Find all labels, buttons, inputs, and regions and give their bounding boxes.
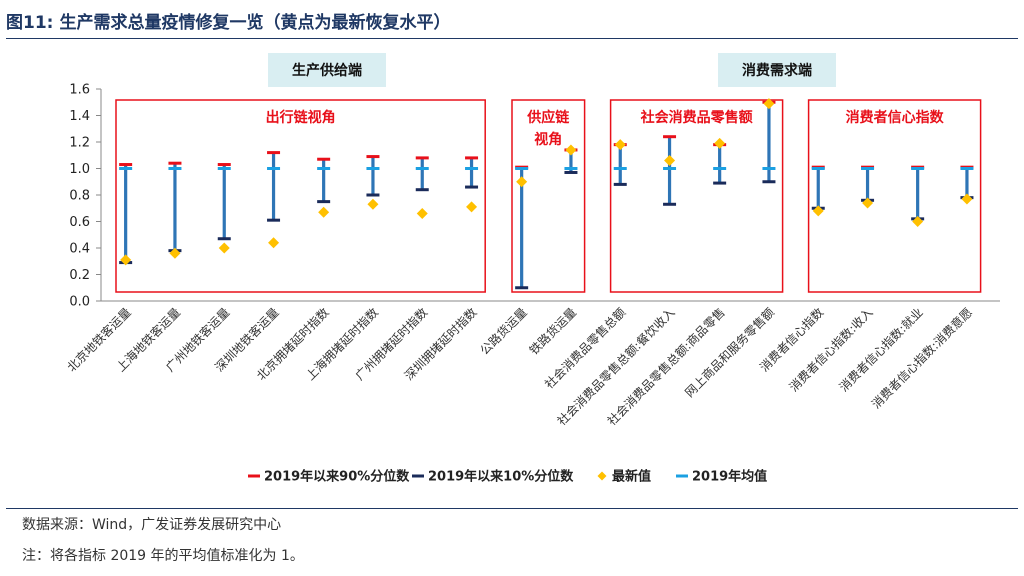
latest-point xyxy=(664,155,676,167)
legend: 2019年以来90%分位数 2019年以来10%分位数 最新值 2019年均值 xyxy=(248,469,767,485)
legend-label: 2019年以来10%分位数 xyxy=(428,469,574,485)
footer-divider xyxy=(6,508,1018,509)
group-label-line2: 视角 xyxy=(534,131,562,148)
y-tick-label: 1.6 xyxy=(69,83,90,98)
latest-point xyxy=(466,201,478,213)
y-tick-label: 0.4 xyxy=(69,242,90,257)
x-tick-label: 公路货运量 xyxy=(477,305,530,358)
latest-point xyxy=(218,242,230,254)
y-tick-label: 0.2 xyxy=(69,268,90,283)
y-tick-label: 0.0 xyxy=(69,295,90,310)
footnote: 注：将各指标 2019 年的平均值标准化为 1。 xyxy=(22,548,304,564)
y-tick-label: 0.6 xyxy=(69,215,90,230)
latest-point xyxy=(912,216,924,227)
latest-point xyxy=(318,206,330,218)
latest-point xyxy=(862,197,874,209)
x-tick-label: 消费者信心指数:消费意愿 xyxy=(868,305,975,412)
section-headers: 生产供给端 消费需求端 xyxy=(268,53,836,87)
latest-point xyxy=(763,98,775,110)
x-tick-label: 网上商品和服务零售额 xyxy=(682,305,777,400)
legend-label: 最新值 xyxy=(612,469,651,485)
group-label: 社会消费品零售额 xyxy=(640,109,753,126)
group-label: 消费者信心指数 xyxy=(846,109,945,126)
group-box xyxy=(609,99,784,293)
group-box xyxy=(807,99,982,293)
range-chart: 生产供给端 消费需求端 0.00.20.40.60.81.01.21.41.6 … xyxy=(64,53,1000,485)
figure-number: 图11: xyxy=(6,13,54,33)
x-tick-label: 消费者信心指数:就业 xyxy=(836,305,926,395)
supply-header-box xyxy=(268,53,386,87)
legend-label: 2019年以来90%分位数 xyxy=(264,469,410,485)
group-box xyxy=(511,99,586,293)
latest-point xyxy=(516,176,528,188)
group-label: 出行链视角 xyxy=(266,109,336,126)
latest-point xyxy=(812,205,824,217)
group-label: 供应链 xyxy=(526,109,570,126)
y-tick-label: 1.4 xyxy=(69,109,90,124)
latest-point xyxy=(367,198,379,210)
latest-point xyxy=(961,193,973,205)
legend-marker xyxy=(597,471,607,481)
x-tick-labels: 北京地铁客运量上海地铁客运量广州地铁客运量深圳地铁客运量北京拥堵延时指数上海拥堵… xyxy=(64,305,975,429)
latest-point xyxy=(714,137,726,149)
latest-point xyxy=(268,237,280,249)
y-tick-label: 1.0 xyxy=(69,162,90,177)
y-tick-label: 0.8 xyxy=(69,189,90,204)
x-tick-label: 铁路货运量 xyxy=(526,305,579,358)
y-tick-label: 1.2 xyxy=(69,136,90,151)
demand-header-box xyxy=(718,53,836,87)
latest-point xyxy=(614,139,626,151)
data-marks xyxy=(119,98,974,290)
x-tick-label: 社会消费品零售总额 xyxy=(541,305,628,392)
demand-header: 消费需求端 xyxy=(742,62,812,79)
latest-point xyxy=(169,247,181,259)
group-box xyxy=(115,99,486,293)
supply-header: 生产供给端 xyxy=(292,62,362,79)
data-source: 数据来源：Wind，广发证券发展研究中心 xyxy=(22,517,282,533)
latest-point xyxy=(565,144,577,156)
figure-title: 图11: 生产需求总量疫情修复一览（黄点为最新恢复水平） xyxy=(6,8,1018,39)
x-tick-label: 消费者信心指数:收入 xyxy=(786,305,876,395)
latest-point xyxy=(416,208,428,220)
y-axis: 0.0 0.2 0.4 0.6 0.8 1.0 1.2 1.4 1.6 xyxy=(69,83,1000,310)
figure-title-text: 生产需求总量疫情修复一览（黄点为最新恢复水平） xyxy=(59,13,451,33)
legend-label: 2019年均值 xyxy=(692,469,767,485)
